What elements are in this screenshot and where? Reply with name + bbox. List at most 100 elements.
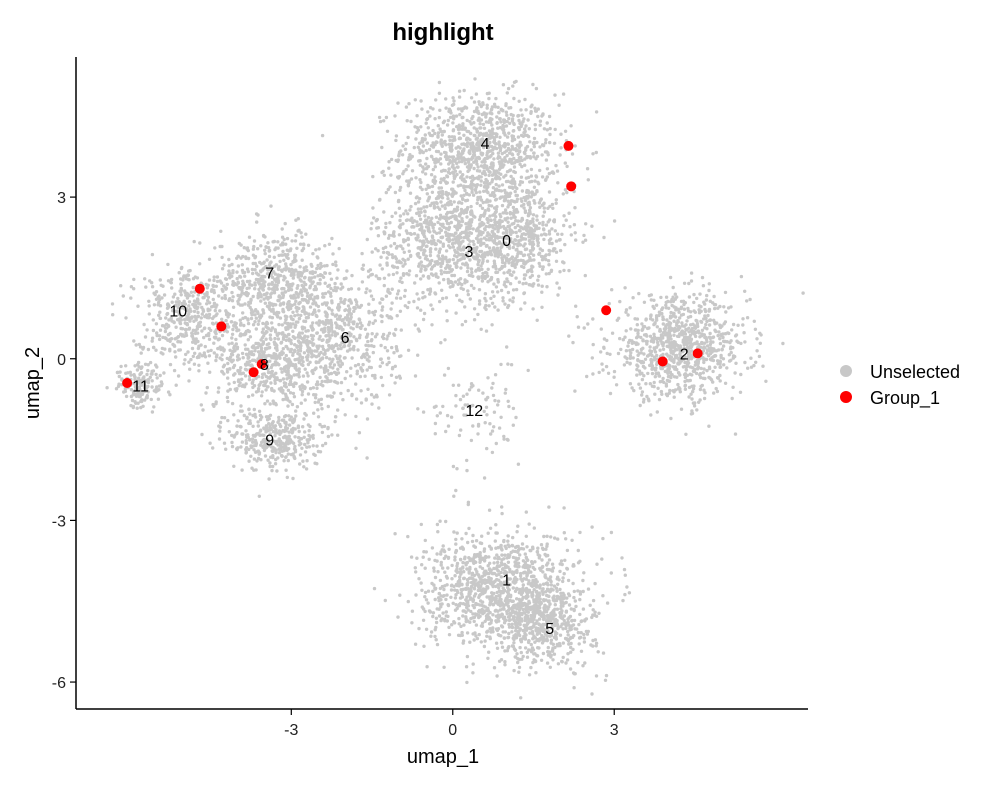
unselected-point bbox=[652, 380, 656, 385]
unselected-point bbox=[704, 298, 709, 302]
unselected-point bbox=[213, 246, 217, 250]
unselected-point bbox=[332, 391, 336, 395]
unselected-point bbox=[637, 382, 641, 386]
unselected-point bbox=[733, 432, 738, 436]
unselected-point bbox=[695, 319, 699, 323]
unselected-point bbox=[555, 281, 559, 285]
unselected-point bbox=[341, 285, 345, 289]
unselected-point bbox=[536, 243, 540, 248]
unselected-point bbox=[416, 128, 421, 132]
unselected-point bbox=[455, 293, 459, 298]
unselected-point bbox=[382, 210, 386, 214]
unselected-point bbox=[274, 263, 279, 267]
unselected-point bbox=[489, 296, 493, 301]
unselected-point bbox=[462, 256, 466, 261]
unselected-point bbox=[437, 91, 442, 96]
unselected-point bbox=[281, 397, 285, 402]
unselected-point bbox=[495, 169, 499, 173]
unselected-point bbox=[380, 145, 384, 150]
unselected-point bbox=[244, 382, 248, 386]
unselected-point bbox=[488, 223, 492, 228]
unselected-point bbox=[269, 337, 273, 342]
unselected-point bbox=[678, 390, 682, 394]
unselected-point bbox=[510, 185, 514, 189]
unselected-point bbox=[749, 356, 753, 360]
unselected-point bbox=[470, 190, 474, 194]
unselected-point bbox=[645, 339, 649, 344]
unselected-point bbox=[457, 253, 461, 257]
unselected-point bbox=[524, 247, 529, 251]
unselected-point bbox=[530, 220, 534, 224]
unselected-point bbox=[704, 335, 708, 340]
unselected-point bbox=[494, 285, 499, 289]
unselected-point bbox=[754, 360, 758, 364]
unselected-point bbox=[511, 177, 515, 181]
unselected-point bbox=[477, 143, 482, 147]
unselected-point bbox=[536, 237, 540, 241]
unselected-point bbox=[640, 322, 644, 326]
unselected-point bbox=[235, 256, 239, 260]
unselected-point bbox=[500, 219, 504, 223]
unselected-point bbox=[691, 389, 695, 394]
unselected-point bbox=[419, 99, 423, 103]
unselected-point bbox=[635, 373, 639, 377]
unselected-point bbox=[469, 220, 474, 224]
unselected-point bbox=[401, 247, 405, 251]
unselected-point bbox=[414, 176, 418, 180]
unselected-point bbox=[412, 145, 416, 150]
unselected-point bbox=[487, 304, 491, 308]
unselected-point bbox=[472, 150, 476, 154]
unselected-point bbox=[231, 295, 235, 299]
unselected-point bbox=[743, 289, 747, 293]
unselected-point bbox=[235, 387, 239, 391]
unselected-point bbox=[525, 169, 529, 173]
unselected-point bbox=[304, 232, 308, 236]
unselected-point bbox=[296, 344, 301, 349]
unselected-point bbox=[427, 195, 432, 199]
unselected-point bbox=[462, 147, 466, 151]
unselected-point bbox=[498, 249, 502, 253]
unselected-point bbox=[426, 228, 430, 232]
unselected-point bbox=[448, 285, 452, 289]
unselected-point bbox=[284, 242, 288, 246]
unselected-point bbox=[290, 267, 294, 272]
unselected-point bbox=[258, 382, 262, 387]
unselected-point bbox=[448, 280, 452, 284]
unselected-point bbox=[315, 331, 319, 335]
unselected-point bbox=[290, 362, 295, 367]
unselected-point bbox=[397, 225, 402, 229]
unselected-point bbox=[661, 347, 666, 351]
unselected-point bbox=[522, 206, 526, 210]
unselected-point bbox=[405, 119, 409, 123]
unselected-point bbox=[255, 220, 259, 224]
unselected-point bbox=[439, 264, 443, 269]
unselected-point bbox=[479, 242, 484, 246]
unselected-point bbox=[382, 119, 386, 123]
unselected-point bbox=[656, 371, 661, 376]
unselected-point bbox=[381, 383, 385, 388]
unselected-point bbox=[519, 204, 524, 208]
unselected-point bbox=[364, 397, 368, 401]
unselected-point bbox=[667, 366, 671, 371]
unselected-point bbox=[420, 107, 424, 111]
unselected-point bbox=[672, 333, 676, 337]
unselected-point bbox=[725, 366, 729, 370]
unselected-point bbox=[512, 165, 517, 169]
unselected-point bbox=[615, 318, 619, 322]
unselected-point bbox=[259, 270, 263, 274]
unselected-point bbox=[743, 360, 747, 365]
unselected-point bbox=[472, 100, 477, 104]
unselected-point bbox=[458, 213, 462, 218]
unselected-point bbox=[475, 156, 479, 160]
unselected-point bbox=[662, 380, 666, 384]
unselected-point bbox=[437, 281, 441, 285]
unselected-point bbox=[464, 222, 468, 226]
unselected-point bbox=[425, 117, 429, 122]
unselected-point bbox=[683, 332, 688, 336]
unselected-point bbox=[510, 136, 515, 140]
unselected-point bbox=[270, 316, 275, 320]
unselected-point bbox=[415, 252, 419, 256]
unselected-point bbox=[669, 416, 673, 421]
unselected-point bbox=[503, 145, 507, 149]
unselected-point bbox=[320, 379, 324, 384]
